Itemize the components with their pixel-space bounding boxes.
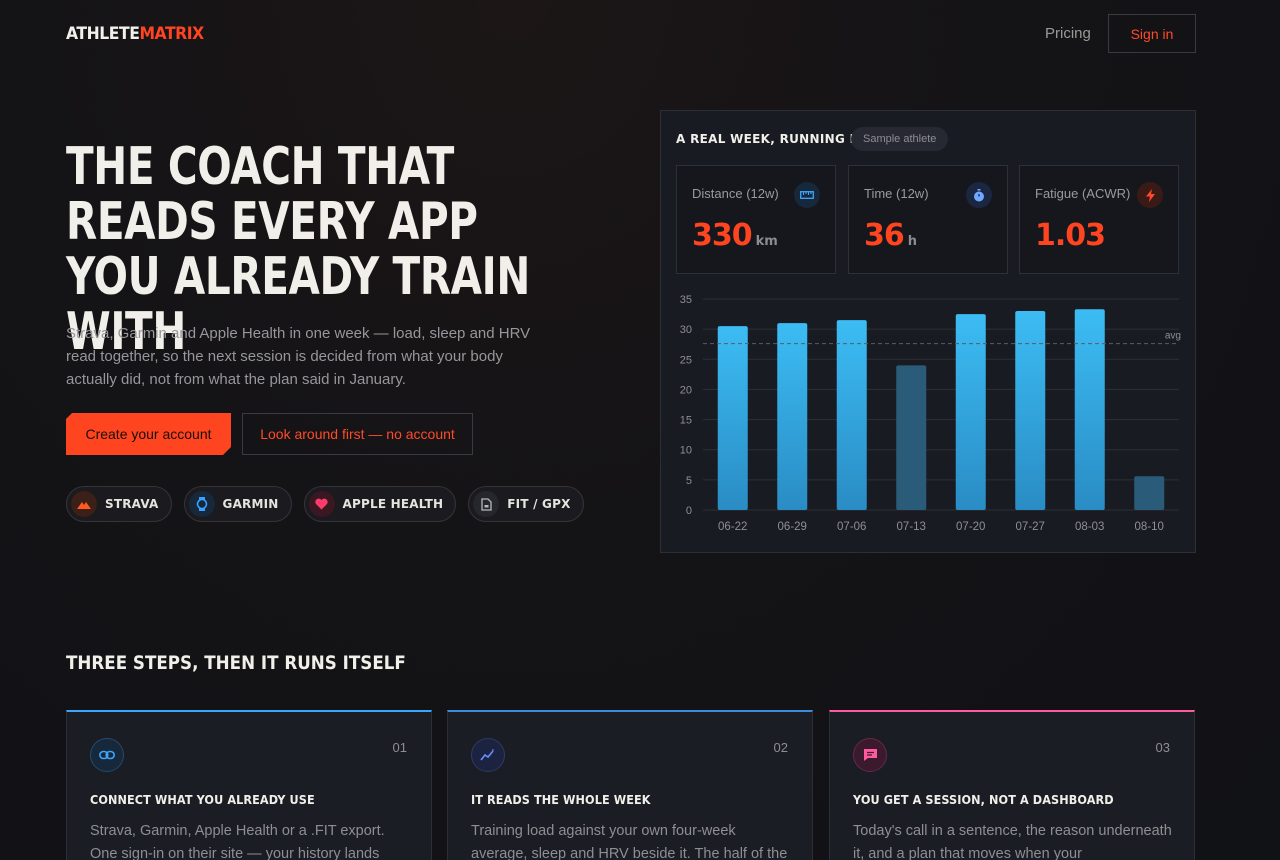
y-tick-label: 5	[686, 475, 692, 487]
x-tick-label: 06-22	[718, 521, 747, 533]
stat-unit: km	[755, 234, 778, 249]
heart-icon	[308, 491, 335, 517]
step-card-reads: 02 IT READS THE WHOLE WEEK Training load…	[447, 710, 813, 860]
message-icon	[853, 738, 887, 772]
bar-07-20[interactable]	[955, 314, 986, 510]
bolt-icon	[1137, 182, 1163, 208]
y-tick-label: 15	[680, 415, 692, 427]
stat-value-number: 1.03	[1035, 218, 1106, 253]
hero-subtitle: Strava, Garmin and Apple Health in one w…	[66, 325, 531, 388]
look-around-button[interactable]: Look around first — no account	[242, 413, 473, 455]
stat-value: 1.03	[1035, 218, 1109, 253]
create-account-button[interactable]: Create your account	[66, 413, 231, 455]
step-card-connect: 01 CONNECT WHAT YOU ALREADY USE Strava, …	[66, 710, 432, 860]
logo[interactable]: ATHLETEMATRIX	[66, 24, 204, 44]
chip-label: STRAVA	[105, 497, 159, 511]
stat-value-number: 36	[864, 218, 905, 253]
stat-unit: h	[907, 234, 918, 249]
x-tick-label: 07-27	[1016, 521, 1045, 533]
bar-08-10[interactable]	[1134, 476, 1165, 510]
link-icon	[90, 738, 124, 772]
step-number: 03	[1155, 740, 1170, 755]
chip-label: GARMIN	[222, 497, 279, 511]
ruler-icon	[794, 182, 820, 208]
step-body: Today's call in a sentence, the reason u…	[853, 823, 1172, 860]
y-tick-label: 35	[680, 294, 692, 306]
y-tick-label: 10	[680, 445, 692, 457]
x-tick-label: 08-10	[1135, 521, 1164, 533]
bar-07-13[interactable]	[896, 365, 927, 510]
stat-value: 330 km	[692, 218, 778, 253]
stat-value-number: 330	[692, 218, 753, 253]
bar-07-06[interactable]	[836, 320, 867, 510]
y-tick-label: 20	[680, 384, 692, 396]
step-card-session: 03 YOU GET A SESSION, NOT A DASHBOARD To…	[829, 710, 1195, 860]
stopwatch-icon	[966, 182, 992, 208]
chip-label: APPLE HEALTH	[342, 497, 444, 511]
bar-07-27[interactable]	[1015, 311, 1046, 510]
logo-part-matrix: MATRIX	[139, 24, 204, 44]
stat-distance: Distance (12w) 330 km	[676, 165, 836, 274]
steps-title: THREE STEPS, THEN IT RUNS ITSELF	[66, 652, 406, 674]
stat-label: Distance (12w)	[692, 186, 779, 201]
integration-chips: STRAVA GARMIN APPLE HEALTH FIT / GPX	[66, 486, 584, 522]
chip-apple-health[interactable]: APPLE HEALTH	[303, 486, 457, 522]
bar-08-03[interactable]	[1074, 309, 1105, 510]
stat-value: 36 h	[864, 218, 917, 253]
y-tick-label: 25	[680, 354, 692, 366]
x-tick-label: 07-20	[956, 521, 985, 533]
chip-fit-gpx[interactable]: FIT / GPX	[468, 486, 584, 522]
sign-in-button[interactable]: Sign in	[1108, 14, 1196, 53]
stat-time: Time (12w) 36 h	[848, 165, 1008, 274]
step-title: CONNECT WHAT YOU ALREADY USE	[90, 792, 315, 807]
step-body: Strava, Garmin, Apple Health or a .FIT e…	[90, 823, 385, 860]
bar-06-22[interactable]	[717, 326, 748, 510]
sample-athlete-badge: Sample athlete	[851, 127, 949, 151]
strava-icon	[71, 491, 97, 517]
step-number: 02	[773, 740, 788, 755]
step-title: YOU GET A SESSION, NOT A DASHBOARD	[853, 792, 1114, 807]
hero-title: THE COACH THAT READS EVERY APP YOU ALREA…	[66, 137, 530, 362]
stat-label: Time (12w)	[864, 186, 929, 201]
chip-garmin[interactable]: GARMIN	[183, 486, 292, 522]
x-tick-label: 06-29	[778, 521, 807, 533]
logo-part-athlete: ATHLETE	[66, 24, 140, 44]
x-tick-label: 07-13	[897, 521, 926, 533]
chip-strava[interactable]: STRAVA	[66, 486, 172, 522]
bar-06-29[interactable]	[777, 323, 808, 510]
weekly-distance-chart: 0 5 10 15 20 25 30 35 06-22 06-29 07-06 07-13 07-20 0…	[680, 294, 1181, 533]
chip-label: FIT / GPX	[507, 497, 571, 511]
average-label: avg	[1165, 331, 1181, 342]
x-tick-label: 08-03	[1075, 521, 1104, 533]
watch-icon	[188, 491, 215, 517]
file-icon	[473, 491, 500, 517]
stat-label: Fatigue (ACWR)	[1035, 186, 1131, 201]
sparkle-chart-icon	[471, 738, 505, 772]
y-tick-label: 0	[686, 505, 692, 517]
y-tick-label: 30	[680, 324, 692, 336]
live-week-panel: A REAL WEEK, RUNNING LIVE Sample athlete…	[660, 110, 1196, 553]
step-title: IT READS THE WHOLE WEEK	[471, 792, 651, 807]
panel-title: A REAL WEEK, RUNNING LIVE	[676, 132, 881, 146]
step-body: Training load against your own four-week…	[471, 823, 788, 860]
stat-fatigue: Fatigue (ACWR) 1.03	[1019, 165, 1179, 274]
x-tick-label: 07-06	[837, 521, 866, 533]
step-number: 01	[392, 740, 407, 755]
nav-pricing-link[interactable]: Pricing	[1045, 25, 1091, 42]
